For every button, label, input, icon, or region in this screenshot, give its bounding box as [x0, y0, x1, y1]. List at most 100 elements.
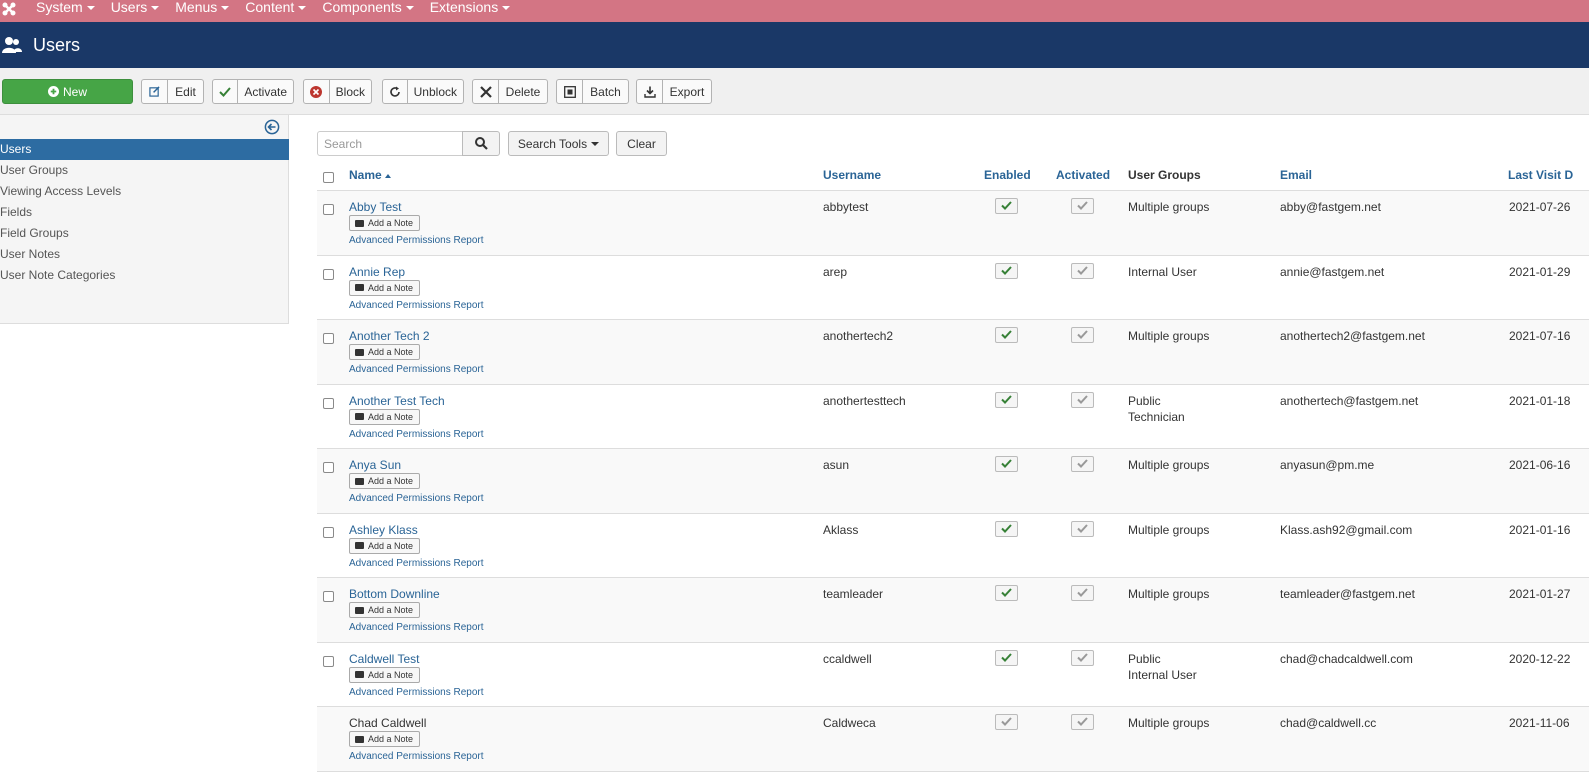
- activated-toggle[interactable]: [1071, 520, 1094, 537]
- sort-name-header[interactable]: Name: [349, 168, 391, 182]
- row-checkbox[interactable]: [323, 591, 334, 602]
- permissions-report-link[interactable]: Advanced Permissions Report: [349, 364, 484, 375]
- enabled-toggle[interactable]: [995, 714, 1018, 730]
- edit-button[interactable]: Edit: [141, 79, 204, 104]
- collapse-sidebar-icon[interactable]: [264, 119, 280, 135]
- caret-down-icon: [221, 6, 230, 11]
- block-button[interactable]: Block: [303, 79, 372, 104]
- menu-content[interactable]: Content: [245, 0, 307, 22]
- menu-components[interactable]: Components: [322, 0, 414, 22]
- activated-toggle[interactable]: [1071, 198, 1094, 214]
- sort-asc-icon: [384, 173, 391, 178]
- user-name-link[interactable]: Another Test Tech: [349, 393, 445, 408]
- activated-toggle[interactable]: [1071, 714, 1094, 730]
- delete-button[interactable]: Delete: [472, 79, 548, 104]
- add-note-button[interactable]: Add a Note: [349, 408, 421, 425]
- batch-button[interactable]: Batch: [556, 79, 629, 104]
- sidebar-item-user-groups[interactable]: User Groups: [0, 163, 69, 177]
- new-button[interactable]: New: [2, 79, 133, 104]
- note-icon: [355, 542, 364, 549]
- enabled-toggle[interactable]: [995, 456, 1018, 472]
- row-checkbox[interactable]: [323, 462, 334, 473]
- clear-button[interactable]: Clear: [616, 131, 667, 156]
- user-name-link[interactable]: Anya Sun: [349, 458, 402, 472]
- joomla-logo-icon[interactable]: [1, 1, 17, 17]
- enabled-toggle[interactable]: [995, 649, 1018, 666]
- menu-users[interactable]: Users: [111, 0, 160, 22]
- activate-button[interactable]: Activate: [212, 79, 294, 104]
- activated-toggle[interactable]: [1071, 585, 1094, 601]
- row-checkbox[interactable]: [323, 204, 334, 215]
- add-note-button[interactable]: Add a Note: [349, 279, 421, 296]
- sidebar-item-fields[interactable]: Fields: [0, 205, 33, 219]
- user-name-link[interactable]: Another Tech 2: [349, 329, 430, 343]
- menu-extensions[interactable]: Extensions: [430, 0, 511, 22]
- activated-toggle[interactable]: [1071, 649, 1094, 666]
- enabled-toggle[interactable]: [995, 520, 1018, 537]
- row-checkbox[interactable]: [323, 655, 334, 667]
- sidebar-item-user-note-categories[interactable]: User Note Categories: [0, 268, 116, 282]
- enabled-toggle[interactable]: [995, 198, 1018, 214]
- check-icon: [1077, 264, 1088, 278]
- permissions-report-link[interactable]: Advanced Permissions Report: [349, 686, 484, 698]
- search-tools-button[interactable]: Search Tools: [508, 131, 609, 156]
- add-note-button[interactable]: Add a Note: [349, 602, 421, 618]
- add-note-label: Add a Note: [368, 411, 414, 422]
- add-note-button[interactable]: Add a Note: [349, 215, 421, 231]
- sort-activated-header[interactable]: Activated: [1056, 168, 1111, 182]
- activated-toggle[interactable]: [1071, 327, 1094, 343]
- add-note-button[interactable]: Add a Note: [349, 473, 421, 489]
- permissions-report-link[interactable]: Advanced Permissions Report: [349, 235, 484, 246]
- caret-down-icon: [591, 141, 600, 146]
- menu-system[interactable]: System: [36, 0, 95, 22]
- row-checkbox[interactable]: [323, 397, 334, 409]
- permissions-report-link[interactable]: Advanced Permissions Report: [349, 493, 484, 504]
- enabled-toggle[interactable]: [995, 585, 1018, 601]
- permissions-report-link[interactable]: Advanced Permissions Report: [349, 428, 484, 440]
- sort-email-header[interactable]: Email: [1280, 168, 1313, 182]
- user-name-link[interactable]: Caldwell Test: [349, 651, 420, 666]
- enabled-toggle[interactable]: [995, 391, 1018, 408]
- activated-toggle[interactable]: [1071, 391, 1094, 408]
- table-row: Annie Rep Add a Note Advanced Permissions …: [317, 256, 1589, 320]
- last-visit-cell: 2021-07-26: [1509, 200, 1571, 214]
- export-button[interactable]: Export: [636, 79, 712, 104]
- permissions-report-link[interactable]: Advanced Permissions Report: [349, 622, 484, 633]
- user-name-link[interactable]: Annie Rep: [349, 264, 406, 279]
- user-groups-cell: Internal User: [1128, 264, 1197, 279]
- unblock-button[interactable]: Unblock: [382, 79, 464, 104]
- search-input[interactable]: [317, 131, 463, 156]
- sort-enabled-header[interactable]: Enabled: [984, 168, 1031, 182]
- check-icon: [213, 80, 239, 103]
- add-note-button[interactable]: Add a Note: [349, 537, 421, 554]
- add-note-button[interactable]: Add a Note: [349, 731, 421, 747]
- select-all-checkbox[interactable]: [323, 172, 334, 183]
- row-checkbox[interactable]: [323, 526, 334, 538]
- activated-toggle[interactable]: [1071, 262, 1094, 279]
- sidebar-item-user-notes[interactable]: User Notes: [0, 247, 61, 261]
- add-note-button[interactable]: Add a Note: [349, 344, 421, 360]
- user-name-link[interactable]: Bottom Downline: [349, 587, 440, 601]
- row-checkbox[interactable]: [323, 268, 334, 280]
- permissions-report-link[interactable]: Advanced Permissions Report: [349, 299, 484, 311]
- permissions-report-link[interactable]: Advanced Permissions Report: [349, 557, 484, 569]
- sidebar-item-field-groups[interactable]: Field Groups: [0, 226, 69, 240]
- add-note-label: Add a Note: [368, 540, 414, 551]
- search-button[interactable]: [462, 131, 500, 156]
- sort-username-header[interactable]: Username: [823, 168, 882, 182]
- sidebar-item-viewing-access-levels[interactable]: Viewing Access Levels: [0, 184, 122, 198]
- enabled-toggle[interactable]: [995, 262, 1018, 279]
- menu-menus[interactable]: Menus: [175, 0, 230, 22]
- sort-last-visit-header[interactable]: Last Visit D: [1508, 168, 1574, 182]
- activated-toggle[interactable]: [1071, 456, 1094, 472]
- sidebar-item-users[interactable]: Users: [0, 139, 289, 160]
- row-checkbox[interactable]: [323, 333, 334, 344]
- add-note-label: Add a Note: [368, 669, 414, 680]
- user-name-link[interactable]: Abby Test: [349, 200, 402, 214]
- permissions-report-link[interactable]: Advanced Permissions Report: [349, 751, 484, 762]
- table-row: Chad Caldwell Add a Note Advanced Permissi…: [317, 707, 1589, 772]
- user-name-link[interactable]: Ashley Klass: [349, 522, 418, 537]
- enabled-toggle[interactable]: [995, 327, 1018, 343]
- table-row: Another Tech 2 Add a Note Advanced Permiss…: [317, 320, 1589, 385]
- add-note-button[interactable]: Add a Note: [349, 666, 421, 683]
